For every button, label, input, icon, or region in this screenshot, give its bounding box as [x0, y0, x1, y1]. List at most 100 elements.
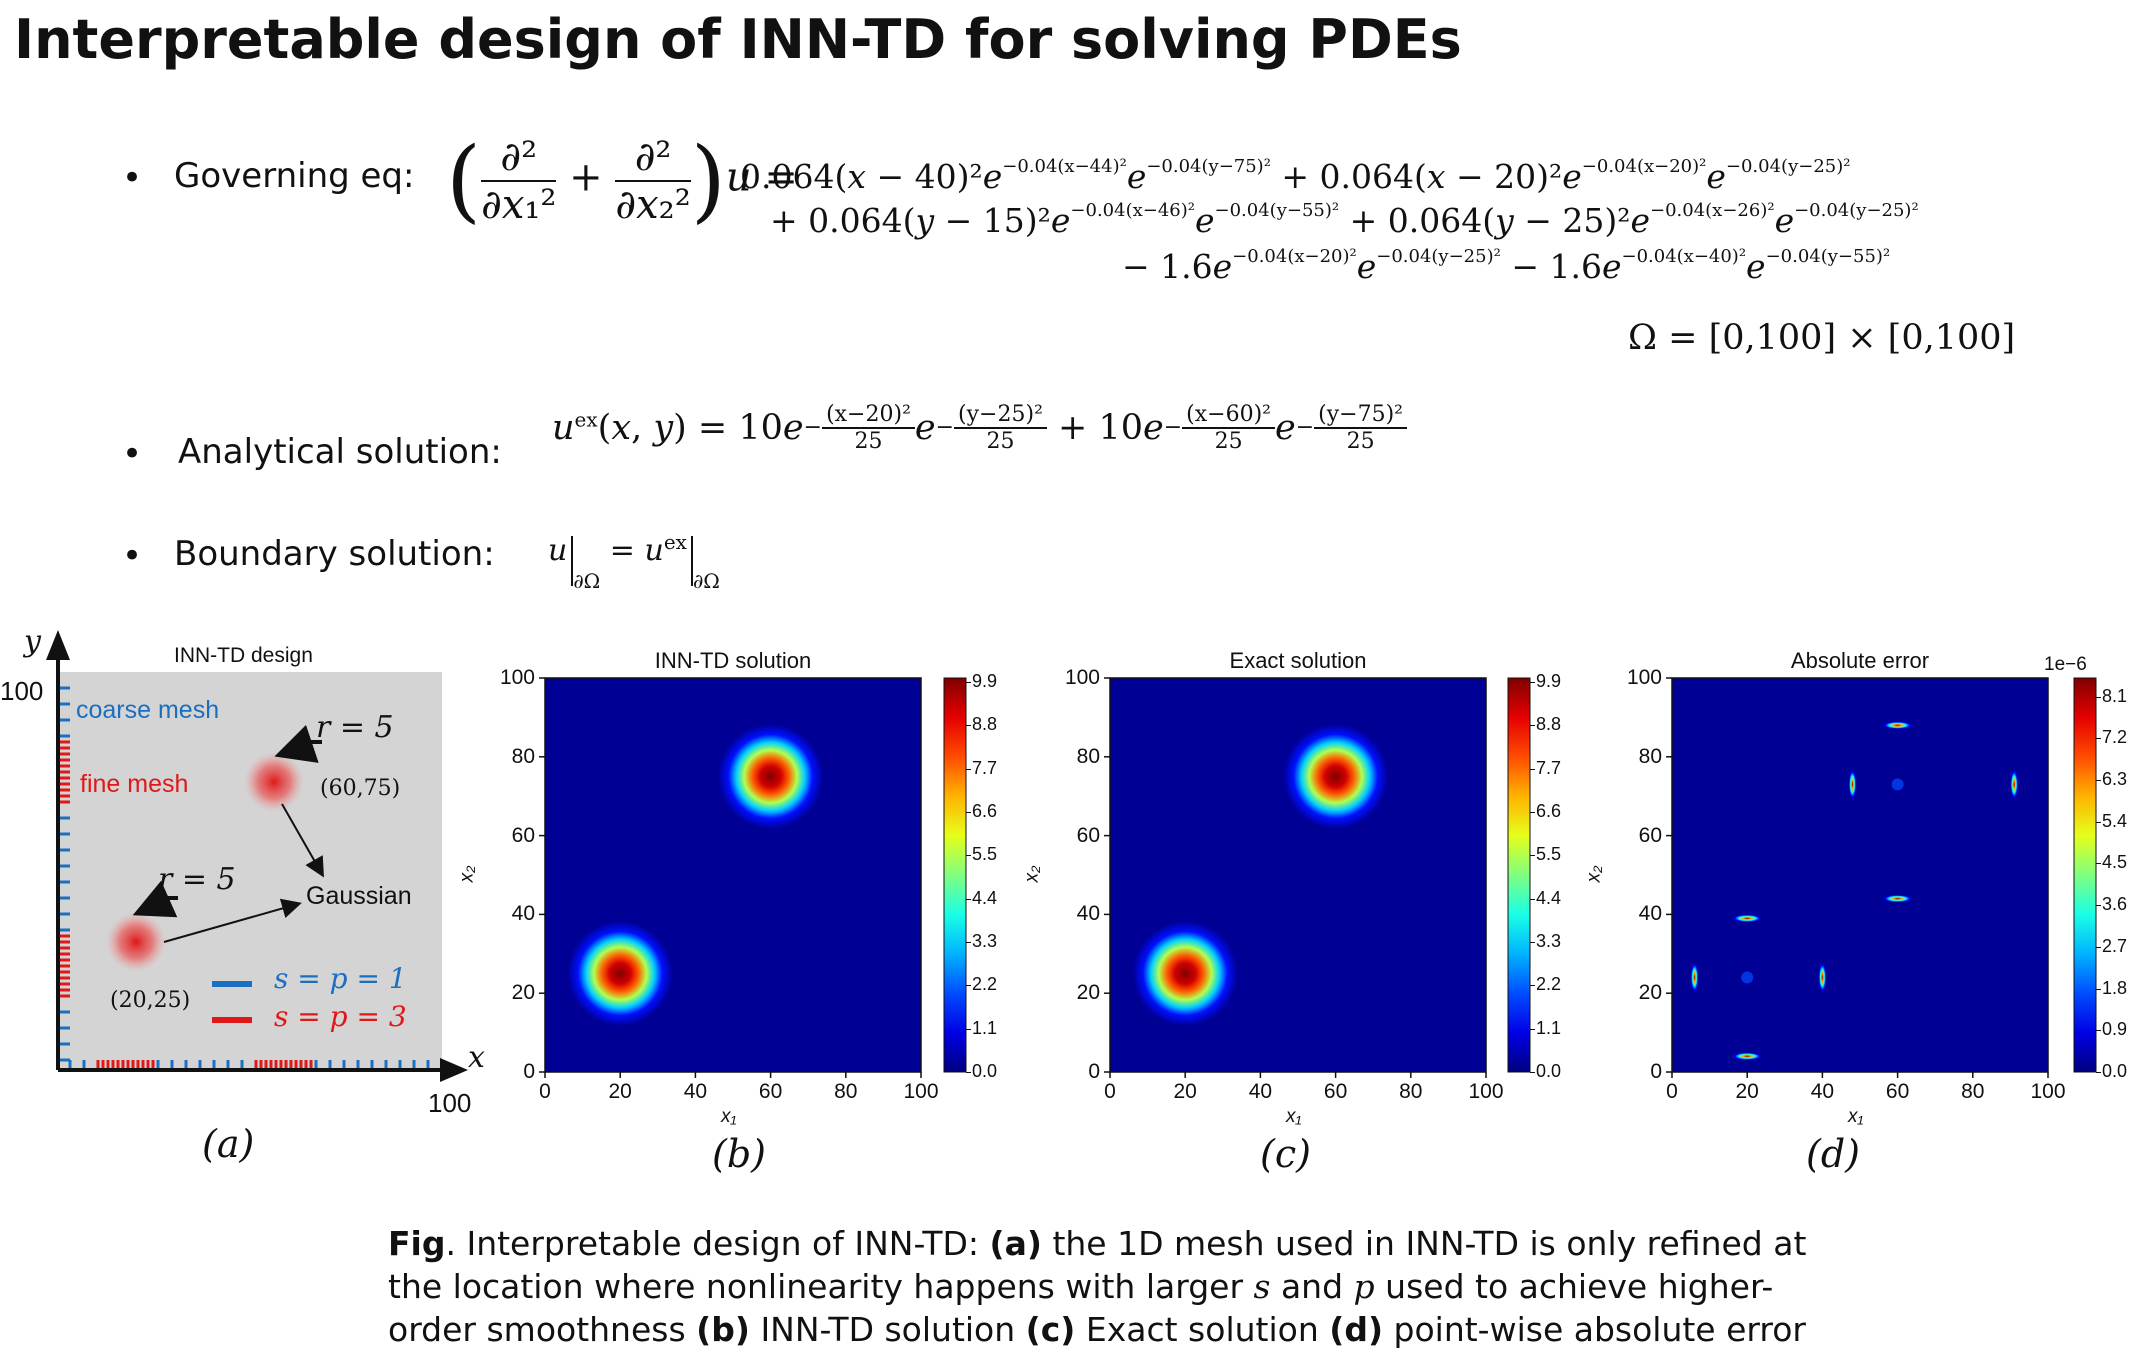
- colorbar-tick-label: 7.7: [1536, 757, 1562, 778]
- x-tick-label: 80: [1961, 1080, 1985, 1103]
- y-axis-label: x₂: [1021, 865, 1043, 883]
- y-tick-label: 40: [1076, 902, 1100, 926]
- colorbar-tick-label: 3.6: [2102, 894, 2128, 915]
- r-label-1: r = 5: [316, 710, 394, 745]
- caption-text: point-wise absolute error: [1383, 1310, 1806, 1349]
- colorbar-tick: [966, 725, 971, 727]
- caption-text: INN-TD solution: [749, 1310, 1026, 1349]
- error-hotspot: [1818, 962, 1827, 993]
- caption-fig: Fig: [388, 1224, 446, 1263]
- panel-label: (b): [712, 1132, 766, 1176]
- caption-bold: (b): [696, 1310, 750, 1349]
- colorbar-tick: [1530, 768, 1535, 770]
- heatmap-background: [1672, 678, 2048, 1072]
- heatmap-background: [545, 678, 921, 1072]
- axis-x-label: x: [468, 1040, 485, 1075]
- page-title: Interpretable design of INN-TD for solvi…: [14, 8, 1462, 71]
- governing-operator: (∂² ∂x₁² + ∂² ∂x₂²)u =: [446, 128, 798, 233]
- colorbar-tick-label: 1.8: [2102, 977, 2128, 998]
- heatmap-peak: [1132, 920, 1238, 1027]
- colorbar-tick: [966, 1028, 971, 1030]
- colorbar-tick-label: 8.1: [2102, 685, 2128, 706]
- x-tick-label: 0: [1104, 1080, 1116, 1103]
- colorbar-tick: [2096, 1030, 2101, 1032]
- error-hotspot: [1882, 894, 1913, 903]
- colorbar-tick-label: 0.0: [1536, 1061, 1562, 1081]
- x-tick-label: 100: [1468, 1080, 1504, 1103]
- plot-title: Exact solution: [1229, 648, 1367, 673]
- error-hotspot: [1690, 962, 1699, 993]
- heatmap-peak: [567, 920, 673, 1027]
- x-tick-label: 20: [1735, 1080, 1759, 1103]
- x-tick-label: 20: [1173, 1080, 1197, 1103]
- x-tick-label: 40: [683, 1080, 708, 1103]
- colorbar: [2073, 677, 2097, 1073]
- point-1-label: (60,75): [320, 776, 401, 801]
- design-panel: [46, 630, 468, 1082]
- panel-label: (c): [1260, 1132, 1311, 1176]
- y-tick-label: 80: [1638, 744, 1662, 768]
- error-hotspot: [1732, 914, 1763, 923]
- colorbar-tick: [966, 985, 971, 987]
- colorbar-tick-label: 1.1: [1536, 1017, 1562, 1038]
- x-tick-label: 100: [903, 1080, 939, 1103]
- colorbar: [1507, 677, 1531, 1073]
- x-tick-label: 20: [608, 1080, 632, 1103]
- y-axis-label: x₂: [456, 865, 478, 883]
- colorbar-tick: [2096, 988, 2101, 990]
- colorbar-tick-label: 0.0: [2102, 1061, 2128, 1081]
- colorbar-tick-label: 6.6: [972, 800, 998, 821]
- colorbar-tick-label: 3.3: [1536, 930, 1562, 951]
- x-tick-label: 60: [1885, 1080, 1910, 1103]
- design-title: INN-TD design: [174, 644, 313, 667]
- caption-bold: (d): [1329, 1310, 1384, 1349]
- colorbar-tick: [966, 681, 971, 683]
- colorbar-tick: [2096, 821, 2101, 823]
- plot-title: Absolute error: [1790, 648, 1930, 673]
- x-axis-arrow: [440, 1058, 468, 1082]
- colorbar-tick-label: 2.7: [2102, 935, 2128, 956]
- caption-bold: (c): [1025, 1310, 1076, 1349]
- colorbar-tick: [2096, 779, 2101, 781]
- colorbar-tick-label: 2.2: [972, 974, 998, 995]
- y-tick-label: 100: [1626, 666, 1662, 689]
- boundary-label: Boundary solution:: [174, 534, 495, 574]
- caption-italic: p: [1353, 1267, 1375, 1306]
- colorbar-tick-label: 5.5: [1536, 844, 1562, 865]
- caption-text: Exact solution: [1075, 1310, 1330, 1349]
- analytical-label: Analytical solution:: [178, 432, 502, 472]
- y-axis-arrow: [46, 630, 70, 660]
- colorbar-tick: [1530, 811, 1535, 813]
- x-tick-label: 80: [1399, 1080, 1423, 1103]
- y-tick-label: 40: [1638, 902, 1662, 926]
- colorbar-tick: [2096, 946, 2101, 948]
- gaussian-blob-1: [244, 752, 304, 812]
- y-axis-label: x₂: [1583, 865, 1605, 883]
- colorbar-tick: [2096, 1072, 2101, 1073]
- heatmap-peak: [1282, 723, 1389, 830]
- r-label-2: r = 5: [158, 862, 236, 897]
- error-hotspot: [1848, 769, 1857, 800]
- y-mesh-ticks: [60, 686, 70, 1062]
- y-tick-label: 100: [1064, 666, 1100, 689]
- colorbar-tick: [2096, 905, 2101, 907]
- caption-text: and: [1270, 1267, 1354, 1306]
- caption-text: used to achieve higher-order smoothness: [388, 1267, 1774, 1349]
- bullet-dot: •: [122, 434, 143, 474]
- figure-caption: Fig. Interpretable design of INN-TD: (a)…: [388, 1222, 1808, 1351]
- colorbar-tick: [1530, 681, 1535, 683]
- y-tick-label: 0: [1650, 1060, 1662, 1083]
- colorbar-tick-label: 7.7: [972, 757, 998, 778]
- colorbar-tick-label: 2.2: [1536, 974, 1562, 995]
- colorbar-tick: [1530, 1028, 1535, 1030]
- colorbar-tick-label: 9.9: [972, 670, 998, 691]
- axis-y-label: y: [24, 624, 41, 659]
- y-tick-label: 40: [511, 902, 535, 926]
- y-tick-label: 20: [511, 981, 535, 1005]
- gaussian-label: Gaussian: [306, 882, 412, 910]
- y-tick-label: 100: [499, 666, 535, 689]
- y-tick-label: 60: [511, 823, 535, 847]
- y-tick-label: 80: [511, 744, 535, 768]
- fine-mesh-label: fine mesh: [80, 770, 189, 798]
- colorbar-tick: [966, 1072, 971, 1073]
